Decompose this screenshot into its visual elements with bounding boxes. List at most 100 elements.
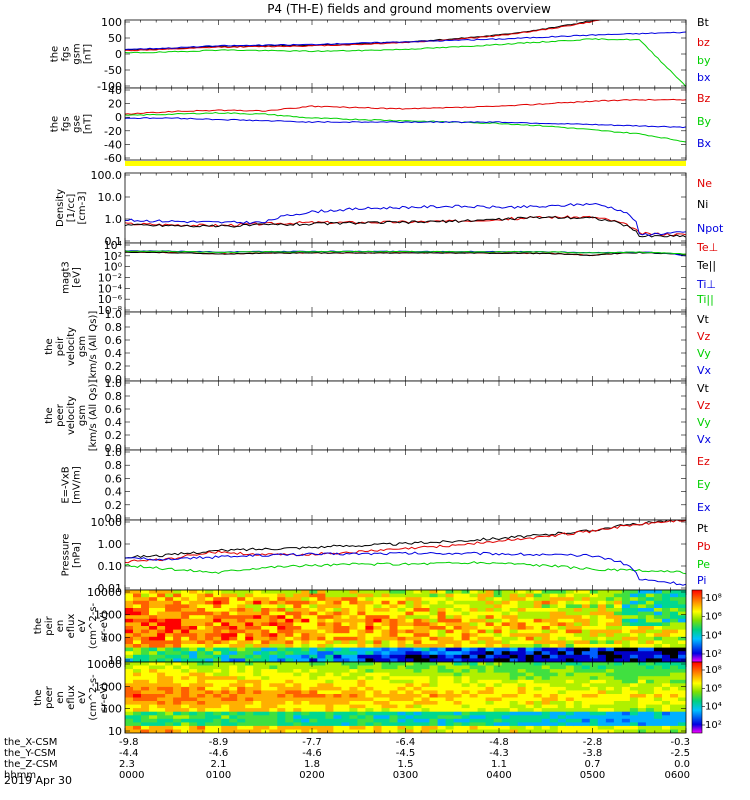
y-tick-label: 0.4 (105, 486, 123, 499)
y-tick-label: 1000 (94, 680, 122, 693)
y-tick-label: 0.0 (105, 373, 123, 386)
y-tick-label: -50 (104, 64, 122, 77)
ephemeris-value: -3.8 (583, 748, 603, 759)
ephemeris-value: 1.8 (304, 759, 320, 770)
y-axis-label: the fgs gsm [nT] (50, 43, 94, 64)
colorbar (691, 661, 703, 734)
legend-entry: Vx (697, 364, 712, 377)
y-axis-label: the peer velocity gsm [km/s (All Qs)] (44, 380, 99, 452)
y-tick-label: -100 (97, 80, 122, 93)
legend-entry: Pt (697, 522, 709, 535)
svg-text:eflux: eflux (66, 614, 77, 639)
svg-text:velocity: velocity (66, 396, 77, 435)
svg-text:eV: eV (77, 691, 88, 704)
y-tick-label: 100.0 (91, 169, 123, 182)
panel-fgs-gsm: 100 50 0 -50 -100 the fgs gsm [nT] Bt bz by bx (50, 16, 711, 93)
svg-text:peer: peer (55, 403, 66, 427)
ephemeris-value: -9.8 (119, 737, 139, 748)
svg-text:[km/s (All Qs)]: [km/s (All Qs)] (88, 380, 99, 452)
series-line-by (125, 38, 686, 88)
y-tick-label: 10² (104, 250, 122, 263)
svg-text:eV: eV (77, 619, 88, 632)
y-tick-label: -60 (104, 152, 122, 165)
svg-text:peir: peir (44, 615, 55, 635)
colorbar-tick-label: 10⁶ (705, 683, 722, 694)
y-tick-label: 10⁴ (104, 239, 123, 252)
y-tick-label: 0 (115, 111, 122, 124)
ephemeris-value: -4.8 (489, 737, 509, 748)
legend-entry: Vx (697, 433, 712, 446)
svg-text:gsm: gsm (77, 405, 88, 426)
y-tick-label: 1.0 (105, 446, 123, 459)
legend-entry: Ez (697, 455, 710, 468)
y-axis-label: the fgs gse [nT] (50, 114, 94, 134)
ephemeris-value: -4.6 (209, 748, 229, 759)
ephemeris-value: -0.3 (670, 737, 690, 748)
y-tick-label: 0.10 (98, 560, 123, 573)
legend-entry: bx (697, 71, 711, 84)
series-line-Npot (125, 202, 686, 236)
panel-efield: 1.00.80.60.40.20.0 E=-VxB [mV/m] Ez Ey Ex (61, 446, 711, 525)
ephemeris-value: -2.8 (583, 737, 603, 748)
svg-text:[1/cc]: [1/cc] (66, 194, 77, 223)
svg-text:peer: peer (44, 685, 55, 709)
svg-text:[cm-3]: [cm-3] (77, 191, 88, 224)
y-tick-label: 10⁻⁴ (98, 282, 123, 295)
ephemeris-value: -4.4 (119, 748, 139, 759)
svg-text:[km/s (All Qs)]: [km/s (All Qs)] (88, 311, 99, 383)
legend-entry: bz (697, 36, 710, 49)
y-tick-label: 0.1 (105, 235, 123, 248)
svg-text:the: the (44, 407, 55, 423)
legend-entry: Te⊥ (696, 241, 718, 254)
yellow-band (125, 161, 686, 166)
y-tick-label: 0.0 (105, 512, 123, 525)
y-tick-label: 40 (108, 84, 122, 97)
y-tick-label: 100 (101, 16, 122, 29)
y-tick-label: 0.2 (105, 499, 123, 512)
panel-pressure: 10.00 1.00 0.10 0.01 Pressure [nPa] Pt Pb Pe Pi (61, 516, 711, 595)
legend-entry: Bt (697, 16, 710, 29)
panel-peer-velocity: 1.00.80.60.40.20.0 the peer velocity gsm [km/… (44, 377, 712, 455)
ephemeris-value: -4.5 (396, 748, 416, 759)
y-tick-label: 0.6 (105, 334, 123, 347)
ephemeris-value: -8.9 (209, 737, 229, 748)
ephemeris-value: 0.0 (674, 759, 690, 770)
y-tick-label: 0.6 (105, 403, 123, 416)
ephemeris-value: -6.4 (396, 737, 416, 748)
panel-peer-spectrogram: 10⁸ 10⁶ 10⁴ 10² 10000 1000 100 10 the peer en eflux… (33, 658, 722, 738)
series-line-Te|| (125, 251, 686, 257)
colorbar-tick-label: 10⁴ (705, 702, 722, 713)
series-line-Bx (125, 117, 686, 129)
legend-entry: Ti⊥ (696, 278, 716, 291)
y-tick-label: 0.8 (105, 390, 123, 403)
figure-title: P4 (TH-E) fields and ground moments over… (267, 2, 551, 16)
svg-text:sr-eV): sr-eV) (99, 611, 110, 640)
svg-text:the: the (44, 338, 55, 354)
ephemeris-table: the_X-CSM -9.8 -8.9 -7.7 -6.4 -4.8 -2.8 -0.3 the… (4, 737, 690, 781)
legend-entry: Ex (697, 501, 711, 514)
colorbar-tick-label: 10⁶ (705, 612, 722, 623)
y-tick-label: 100 (101, 703, 122, 716)
svg-text:[eV]: [eV] (72, 267, 83, 288)
panel-peir-velocity: 1.00.80.60.40.20.0 the peir velocity gsm [km/… (44, 308, 712, 386)
y-tick-label: 0.6 (105, 472, 123, 485)
ephemeris-value: -4.6 (302, 748, 322, 759)
svg-text:the: the (33, 618, 44, 634)
series-line-Ti|| (125, 250, 686, 255)
legend-entry: Bz (697, 92, 711, 105)
y-tick-label: 0.2 (105, 429, 123, 442)
colorbar (691, 589, 703, 663)
svg-text:magt3: magt3 (61, 261, 72, 294)
y-tick-label: 1000 (94, 609, 122, 622)
ephemeris-value: 0500 (580, 770, 605, 781)
colorbar-tick-label: 10² (705, 649, 722, 660)
y-axis-label: magt3 [eV] (61, 261, 83, 294)
ephemeris-value: 0600 (665, 770, 690, 781)
svg-text:sr-eV): sr-eV) (99, 683, 110, 712)
colorbar-tick-label: 10⁴ (705, 630, 722, 641)
svg-text:en: en (55, 691, 66, 704)
svg-text:fgs: fgs (61, 46, 72, 61)
y-tick-label: 0.2 (105, 360, 123, 373)
y-tick-label: 10 (108, 654, 122, 667)
y-tick-label: 0.8 (105, 321, 123, 334)
